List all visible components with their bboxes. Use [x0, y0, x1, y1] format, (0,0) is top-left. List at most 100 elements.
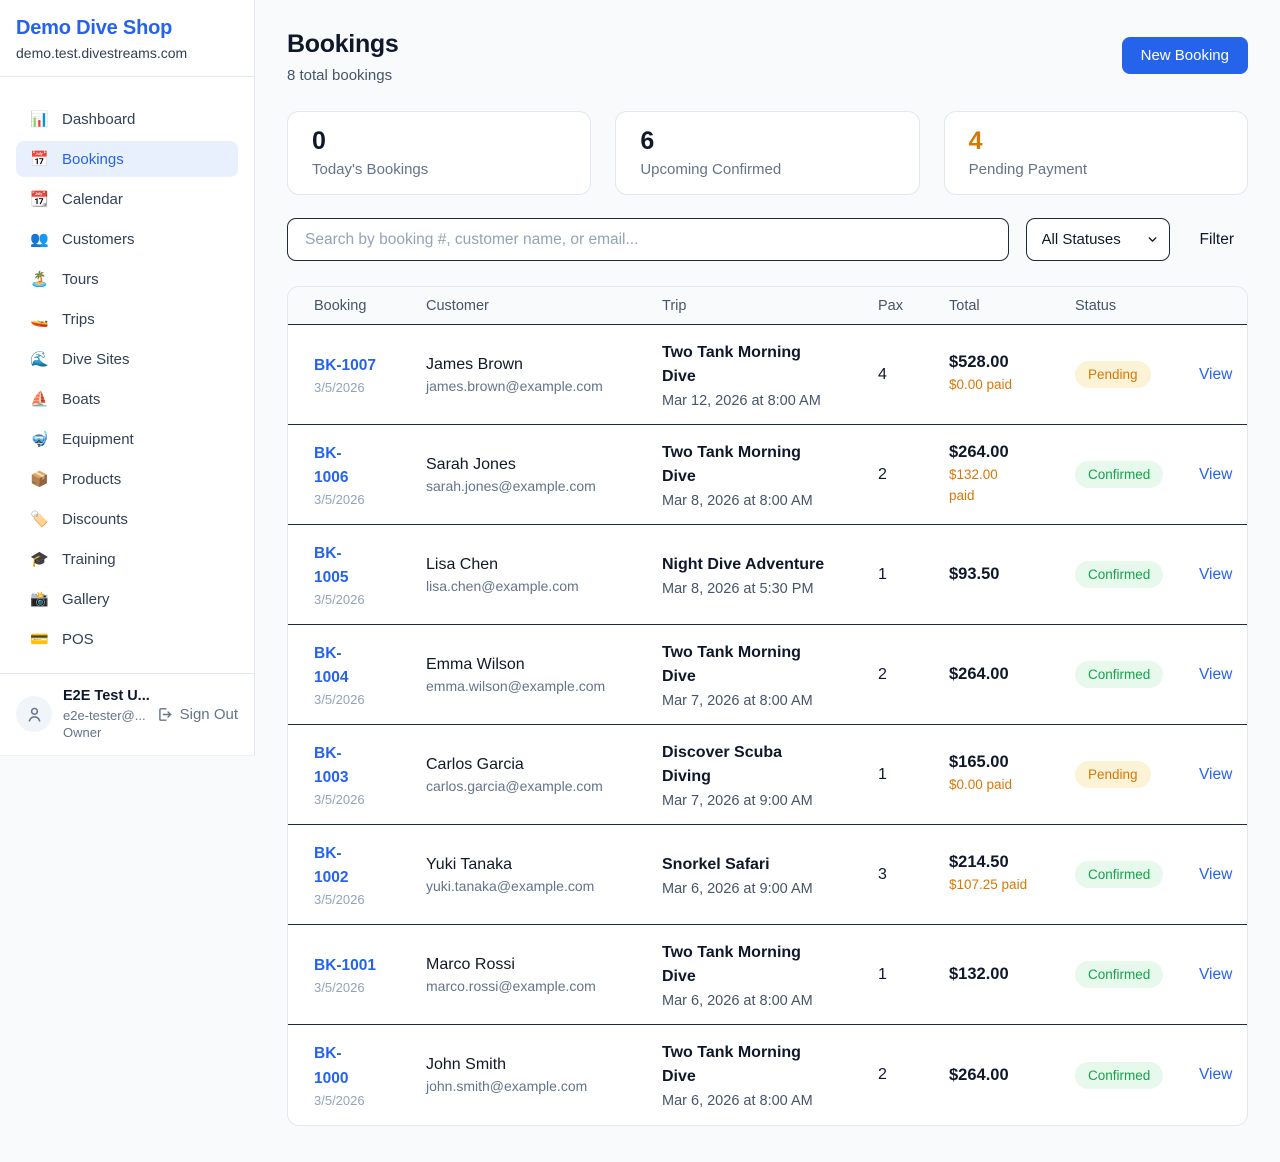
pax-cell: 1 [878, 765, 887, 783]
sidebar-item-dive-sites[interactable]: 🌊 Dive Sites [16, 341, 238, 377]
view-link[interactable]: View [1199, 665, 1233, 683]
sidebar-item-discounts[interactable]: 🏷️ Discounts [16, 501, 238, 537]
filter-button[interactable]: Filter [1186, 223, 1248, 257]
customer-cell: James Brown james.brown@example.com [426, 356, 662, 394]
wave-icon: 🌊 [30, 351, 49, 368]
sidebar-item-label: Gallery [62, 590, 110, 608]
view-link[interactable]: View [1199, 365, 1233, 383]
sidebar-item-trips[interactable]: 🚤 Trips [16, 301, 238, 337]
booking-link[interactable]: BK- 1000 [314, 1045, 349, 1087]
view-link[interactable]: View [1199, 565, 1233, 583]
sidebar-item-bookings[interactable]: 📅 Bookings [16, 141, 238, 177]
total-cell: $165.00 $0.00 paid [949, 753, 1075, 795]
sidebar-item-label: Training [62, 550, 116, 568]
stat-label: Upcoming Confirmed [640, 161, 782, 178]
view-link[interactable]: View [1199, 865, 1233, 883]
customer-name: Lisa Chen [426, 555, 499, 573]
status-badge: Confirmed [1075, 1061, 1164, 1089]
page-title-block: Bookings 8 total bookings [287, 30, 399, 84]
status-badge: Confirmed [1075, 961, 1164, 988]
view-link[interactable]: View [1199, 465, 1233, 483]
filter-bar: All Statuses Filter [287, 218, 1248, 261]
tag-icon: 🏷️ [30, 511, 49, 528]
booking-date: 3/5/2026 [314, 592, 365, 608]
trip-date: Mar 6, 2026 at 9:00 AM [662, 880, 813, 897]
actions-cell: View [1187, 366, 1232, 384]
pax-cell: 2 [878, 1066, 887, 1083]
total-amount: $214.50 [949, 853, 1009, 872]
view-link[interactable]: View [1199, 1066, 1233, 1083]
sidebar-item-pos[interactable]: 💳 POS [16, 621, 238, 657]
sidebar-item-equipment[interactable]: 🤿 Equipment [16, 421, 238, 457]
sidebar-item-products[interactable]: 📦 Products [16, 461, 238, 497]
trip-name: Two Tank Morning Dive [662, 443, 801, 485]
table-row: BK- 1005 3/5/2026 Lisa Chen lisa.chen@ex… [288, 525, 1247, 625]
sidebar-item-dashboard[interactable]: 📊 Dashboard [16, 101, 238, 137]
status-cell: Confirmed [1075, 661, 1187, 688]
sign-out-button[interactable]: Sign Out [156, 706, 238, 723]
status-badge: Confirmed [1075, 461, 1164, 488]
sidebar-item-boats[interactable]: ⛵ Boats [16, 381, 238, 417]
actions-cell: View [1187, 566, 1232, 584]
actions-cell: View [1187, 1066, 1232, 1084]
customer-email: carlos.garcia@example.com [426, 777, 603, 794]
booking-cell: BK- 1005 3/5/2026 [314, 542, 426, 607]
booking-link[interactable]: BK-1007 [314, 356, 377, 374]
sidebar-item-label: Dive Sites [62, 350, 130, 368]
booking-link[interactable]: BK- 1004 [314, 644, 349, 686]
sidebar-item-tours[interactable]: 🏝️ Tours [16, 261, 238, 297]
customer-email: yuki.tanaka@example.com [426, 877, 595, 894]
customer-name: Marco Rossi [426, 955, 515, 973]
trip-date: Mar 6, 2026 at 8:00 AM [662, 1093, 813, 1109]
trip-cell: Two Tank Morning Dive Mar 8, 2026 at 8:0… [662, 441, 878, 509]
stat-label: Pending Payment [968, 161, 1088, 178]
sign-out-icon [158, 707, 171, 721]
trip-date: Mar 8, 2026 at 8:00 AM [662, 492, 813, 509]
col-header-total: Total [949, 297, 980, 314]
total-amount: $93.50 [949, 565, 1000, 583]
stat-value: 4 [968, 127, 983, 155]
customer-email: marco.rossi@example.com [426, 977, 596, 994]
trip-name: Snorkel Safari [662, 855, 770, 873]
status-badge: Confirmed [1075, 661, 1164, 688]
search-input[interactable] [287, 218, 1009, 261]
user-box: E2E Test U... e2e-tester@... Owner Sign … [0, 673, 254, 755]
boat-icon: 🚤 [30, 311, 49, 328]
sidebar-item-label: Trips [62, 310, 95, 328]
sidebar-item-gallery[interactable]: 📸 Gallery [16, 581, 238, 617]
sidebar-item-calendar[interactable]: 📆 Calendar [16, 181, 238, 217]
package-icon: 📦 [30, 471, 49, 488]
booking-link[interactable]: BK- 1003 [314, 744, 349, 786]
total-amount: $528.00 [949, 353, 1009, 372]
customer-name: Yuki Tanaka [426, 855, 512, 873]
trip-name: Two Tank Morning Dive [662, 1044, 801, 1085]
booking-cell: BK-1007 3/5/2026 [314, 354, 426, 395]
booking-date: 3/5/2026 [314, 892, 365, 908]
trip-cell: Two Tank Morning Dive Mar 6, 2026 at 8:0… [662, 1041, 878, 1109]
booking-link[interactable]: BK- 1006 [314, 444, 349, 486]
pax-cell: 4 [878, 365, 887, 383]
view-link[interactable]: View [1199, 965, 1233, 983]
customer-cell: Carlos Garcia carlos.garcia@example.com [426, 756, 662, 794]
new-booking-button[interactable]: New Booking [1121, 37, 1248, 74]
booking-link[interactable]: BK- 1005 [314, 544, 349, 586]
booking-date: 3/5/2026 [314, 1092, 365, 1108]
tear-calendar-icon: 📆 [30, 191, 49, 208]
stat-card-todays-bookings: 0 Today's Bookings [287, 111, 592, 195]
sidebar-item-label: Products [62, 470, 122, 488]
booking-link[interactable]: BK- 1002 [314, 844, 349, 886]
sidebar-item-training[interactable]: 🎓 Training [16, 541, 238, 577]
customer-cell: Lisa Chen lisa.chen@example.com [426, 556, 662, 594]
camera-icon: 📸 [30, 591, 49, 608]
status-filter-select[interactable]: All Statuses [1025, 218, 1170, 261]
sidebar-item-label: Discounts [62, 510, 128, 528]
customer-cell: Emma Wilson emma.wilson@example.com [426, 656, 662, 694]
trip-name: Two Tank Morning Dive [662, 643, 801, 685]
customer-cell: Sarah Jones sarah.jones@example.com [426, 456, 662, 494]
booking-link[interactable]: BK-1001 [314, 956, 377, 974]
pax-cell: 1 [878, 965, 887, 983]
actions-cell: View [1187, 766, 1232, 784]
sidebar-item-customers[interactable]: 👥 Customers [16, 221, 238, 257]
diving-mask-icon: 🤿 [30, 431, 49, 448]
view-link[interactable]: View [1199, 765, 1233, 783]
